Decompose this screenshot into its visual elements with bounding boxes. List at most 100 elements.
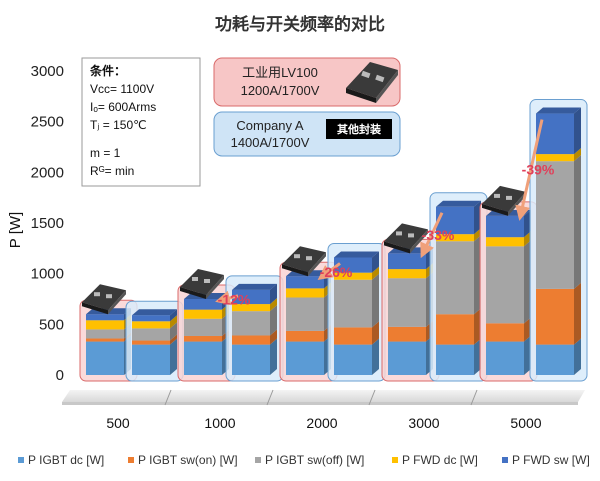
x-tick-label: 1000 [204, 415, 235, 431]
bar-segment [132, 344, 170, 375]
reduction-label: -39% [522, 162, 555, 178]
lv100-module-icon [346, 62, 398, 103]
bar-segment [184, 309, 222, 319]
bar-segment [436, 234, 474, 242]
reduction-arrow [420, 212, 444, 259]
condition-m: m = 1 [90, 146, 121, 160]
bar-segment [132, 321, 170, 329]
legend-label: P IGBT sw(off) [W] [265, 453, 364, 467]
bar-segment [334, 272, 372, 280]
y-tick-label: 2000 [31, 164, 64, 181]
bar-segment [536, 154, 574, 162]
bar-segment [436, 344, 474, 375]
bar-segment [86, 320, 124, 330]
condition-rg: Rᴳ= min [90, 164, 134, 178]
bar-segment [86, 338, 124, 342]
y-tick-label: 500 [39, 316, 64, 333]
bar-segment [184, 335, 222, 342]
bar-segment-side [270, 283, 277, 305]
lv100-label-box: 工业用LV100 1200A/1700V [213, 57, 401, 107]
conditions-frame [81, 57, 201, 187]
bar-segment-side [170, 322, 177, 341]
bar-segment-side [474, 338, 481, 375]
module-icon [384, 223, 428, 254]
bar-segment [388, 253, 426, 270]
condition-vcc: Vᴄᴄ= 1100V [90, 82, 154, 96]
floor-plane [62, 390, 585, 402]
bar-segment-side [474, 228, 481, 242]
lv100-name: 工业用LV100 [242, 65, 318, 80]
company-a-label-box: Company A 1400A/1700V 其他封装 [213, 111, 401, 157]
bar-segment [232, 335, 270, 345]
bar-segment-side [170, 334, 177, 345]
floor-edge [62, 402, 578, 405]
bar-segment [334, 344, 372, 375]
bar-segment [486, 246, 524, 324]
bar-top [132, 309, 177, 316]
bar-segment-side [474, 200, 481, 235]
bar-segment [388, 278, 426, 327]
bar-segment [132, 315, 170, 322]
bar-segment [184, 341, 222, 375]
bar-segment-side [574, 338, 581, 375]
bar-segment [286, 330, 324, 342]
bar-segment-side [524, 231, 531, 247]
legend-swatch [18, 457, 24, 463]
legend: P IGBT dc [W] P IGBT sw(on) [W] P IGBT sw(… [18, 453, 590, 467]
bar-segment-side [574, 148, 581, 162]
reduction-arrow [215, 290, 239, 306]
module-icon [482, 185, 526, 216]
category-separator [470, 389, 478, 406]
bar-segment-side [372, 321, 379, 345]
bar-segment [86, 314, 124, 321]
bar-segment-side [524, 240, 531, 324]
legend-swatch [128, 457, 134, 463]
legend-label: P IGBT sw(on) [W] [138, 453, 238, 467]
bar-top [232, 283, 277, 290]
legend-label: P FWD sw [W] [512, 453, 590, 467]
bar-segment [184, 299, 222, 310]
legend-swatch [255, 457, 261, 463]
x-tick-label: 5000 [510, 415, 541, 431]
bar-segment [388, 269, 426, 279]
y-tick-label: 1000 [31, 266, 64, 283]
x-tick-label: 500 [106, 415, 130, 431]
y-tick-label: 3000 [31, 63, 64, 80]
bar-segment [232, 304, 270, 312]
legend-label: P FWD dc [W] [402, 453, 478, 467]
y-tick-label: 1500 [31, 215, 64, 232]
reduction-arrows: -12% -26% -33% -39% [215, 119, 555, 307]
bar-top [536, 107, 581, 114]
bar-segment [486, 215, 524, 238]
other-package-tag-text: 其他封装 [337, 122, 381, 136]
bar-segment-side [270, 305, 277, 336]
bar-segment [232, 311, 270, 336]
x-tick-label: 3000 [408, 415, 439, 431]
conditions-title: 条件： [89, 63, 126, 78]
bar-segment-side [574, 107, 581, 155]
bar-segment [436, 206, 474, 235]
reduction-arrow [515, 119, 544, 221]
reduction-label: -26% [320, 264, 353, 280]
chart-title: 功耗与开关频率的对比 [215, 14, 385, 35]
bar-segment-side [170, 315, 177, 329]
x-tick-label: 2000 [306, 415, 337, 431]
bar-segment-side [372, 266, 379, 280]
bar-segment [536, 288, 574, 345]
category-separator [266, 389, 274, 406]
bar-segment [286, 276, 324, 289]
legend-label: P IGBT dc [W] [28, 453, 104, 467]
company-a-rating: 1400A/1700V [231, 135, 310, 150]
bar-segment [536, 344, 574, 375]
bar-segment [286, 297, 324, 331]
category-separator [164, 389, 172, 406]
bar-segment-side [372, 338, 379, 375]
bar-segment [334, 279, 372, 328]
condition-io: Iₒ= 600Arms [90, 100, 156, 114]
bar-segment [232, 344, 270, 375]
bar-segment [286, 288, 324, 298]
bar-segment [436, 241, 474, 315]
bar-segment-side [270, 298, 277, 312]
